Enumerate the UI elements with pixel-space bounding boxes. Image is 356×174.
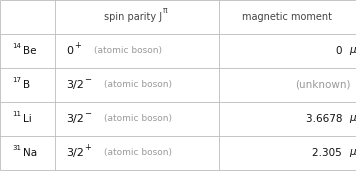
Text: +: + (74, 41, 81, 50)
Text: (unknown): (unknown) (295, 80, 351, 90)
Text: 0: 0 (336, 46, 345, 56)
Text: 17: 17 (12, 77, 21, 83)
Text: 3/2: 3/2 (66, 148, 84, 158)
Text: +: + (84, 143, 91, 152)
Text: −: − (84, 75, 91, 84)
Text: 0: 0 (66, 46, 73, 56)
Text: magnetic moment: magnetic moment (242, 12, 333, 22)
Text: −: − (84, 109, 91, 118)
Text: Li: Li (23, 114, 32, 124)
Text: 11: 11 (12, 111, 21, 117)
Text: 2.305: 2.305 (312, 148, 345, 158)
Text: Na: Na (23, 148, 37, 158)
Text: (atomic boson): (atomic boson) (104, 114, 172, 123)
Text: μ: μ (349, 113, 356, 123)
Text: μ: μ (349, 147, 356, 157)
Text: 3/2: 3/2 (66, 114, 84, 124)
Text: N: N (355, 50, 356, 59)
Text: N: N (355, 118, 356, 127)
Text: 14: 14 (12, 43, 21, 49)
Text: B: B (23, 80, 30, 90)
Text: (atomic boson): (atomic boson) (104, 80, 172, 89)
Text: Be: Be (23, 46, 37, 56)
Text: 3/2: 3/2 (66, 80, 84, 90)
Text: π: π (163, 6, 168, 15)
Text: N: N (355, 152, 356, 161)
Text: 31: 31 (12, 145, 21, 151)
Text: (atomic boson): (atomic boson) (94, 46, 162, 55)
Text: spin parity J: spin parity J (104, 12, 162, 22)
Text: 3.6678: 3.6678 (305, 114, 345, 124)
Text: μ: μ (349, 45, 356, 55)
Text: (atomic boson): (atomic boson) (104, 148, 172, 157)
